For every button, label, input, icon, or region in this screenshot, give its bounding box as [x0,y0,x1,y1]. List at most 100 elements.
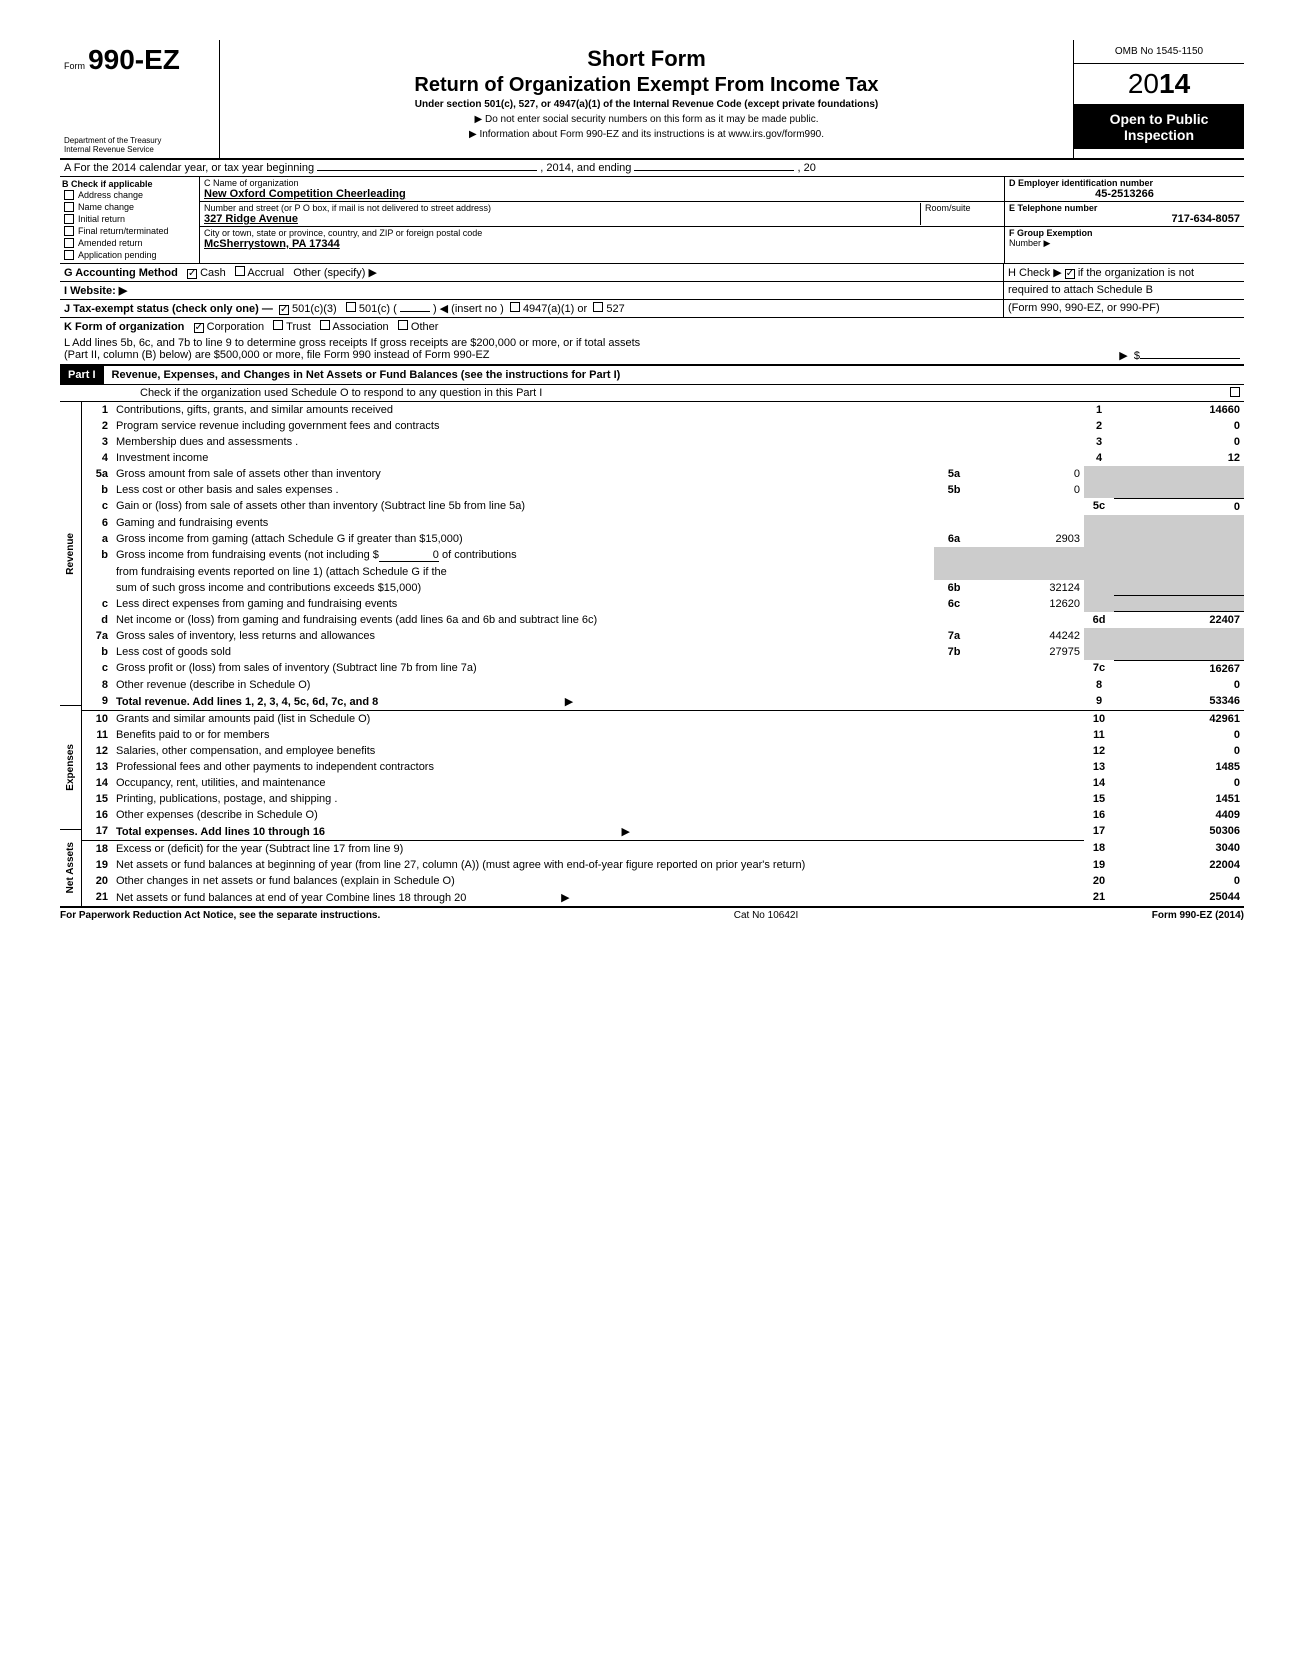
instruction-ssn: ▶ Do not enter social security numbers o… [228,114,1065,125]
check-cash[interactable] [187,269,197,279]
line-7a: 7a Gross sales of inventory, less return… [82,628,1244,644]
line-19: 19 Net assets or fund balances at beginn… [82,857,1244,873]
check-amended[interactable]: Amended return [62,237,197,249]
line-5b: b Less cost or other basis and sales exp… [82,482,1244,498]
line-12: 12 Salaries, other compensation, and emp… [82,743,1244,759]
line-6c: c Less direct expenses from gaming and f… [82,596,1244,612]
line-20: 20 Other changes in net assets or fund b… [82,873,1244,889]
line-11: 11 Benefits paid to or for members 11 0 [82,727,1244,743]
check-final-return[interactable]: Final return/terminated [62,225,197,237]
group-exemption-label: F Group Exemption [1009,228,1240,238]
ein-label: D Employer identification number [1009,178,1240,188]
line-7b: b Less cost of goods sold 7b 27975 [82,644,1244,660]
omb-number: OMB No 1545-1150 [1074,40,1244,64]
line-6b-1: b Gross income from fundraising events (… [82,547,1244,564]
form-990ez: Form 990-EZ Department of the Treasury I… [60,40,1244,921]
check-corporation[interactable] [194,323,204,333]
dept-treasury: Department of the Treasury [64,136,215,145]
line-6b-3: sum of such gross income and contributio… [82,580,1244,596]
title-short-form: Short Form [228,46,1065,72]
side-expenses: Expenses [65,744,76,791]
header-center: Short Form Return of Organization Exempt… [220,40,1074,158]
city-label: City or town, state or province, country… [204,228,1000,238]
side-labels: Revenue Expenses Net Assets [60,402,82,906]
header-left: Form 990-EZ Department of the Treasury I… [60,40,220,158]
city-value: McSherrystown, PA 17344 [204,238,1000,250]
check-501c[interactable] [346,302,356,312]
check-527[interactable] [593,302,603,312]
line-21: 21 Net assets or fund balances at end of… [82,889,1244,906]
section-b: B Check if applicable Address change Nam… [60,177,200,263]
part1-check-box[interactable] [1230,387,1240,397]
section-bcdef: B Check if applicable Address change Nam… [60,177,1244,264]
footer-catno: Cat No 10642I [734,910,799,921]
phone-label: E Telephone number [1009,203,1240,213]
section-b-header: B Check if applicable [62,179,197,189]
tax-year: 2014 [1074,64,1244,105]
check-trust[interactable] [273,320,283,330]
form-header: Form 990-EZ Department of the Treasury I… [60,40,1244,160]
org-name-label: C Name of organization [204,178,1000,188]
line-17: 17 Total expenses. Add lines 10 through … [82,823,1244,841]
check-schedule-b[interactable] [1065,269,1075,279]
check-name-change[interactable]: Name change [62,201,197,213]
main-financial-table: Revenue Expenses Net Assets 1 Contributi… [60,402,1244,906]
line-2: 2 Program service revenue including gove… [82,418,1244,434]
website-label: I Website: ▶ [64,285,127,297]
line-14: 14 Occupancy, rent, utilities, and maint… [82,775,1244,791]
row-i: I Website: ▶ required to attach Schedule… [60,282,1244,300]
subtitle: Under section 501(c), 527, or 4947(a)(1)… [228,99,1065,110]
open-to-public: Open to Public Inspection [1074,105,1244,149]
line-a: A For the 2014 calendar year, or tax yea… [60,160,1244,177]
line-8: 8 Other revenue (describe in Schedule O)… [82,677,1244,693]
line-3: 3 Membership dues and assessments . 3 0 [82,434,1244,450]
part1-title: Revenue, Expenses, and Changes in Net As… [104,366,629,384]
line-9: 9 Total revenue. Add lines 1, 2, 3, 4, 5… [82,693,1244,711]
line-7c: c Gross profit or (loss) from sales of i… [82,660,1244,677]
part1-label: Part I [60,366,104,384]
line-16: 16 Other expenses (describe in Schedule … [82,807,1244,823]
line-6: 6 Gaming and fundraising events [82,515,1244,531]
row-l: L Add lines 5b, 6c, and 7b to line 9 to … [60,335,1244,364]
line-10: 10 Grants and similar amounts paid (list… [82,710,1244,727]
line-1: 1 Contributions, gifts, grants, and simi… [82,402,1244,418]
accounting-method-label: G Accounting Method [64,267,178,279]
line-15: 15 Printing, publications, postage, and … [82,791,1244,807]
side-revenue: Revenue [65,533,76,575]
tax-exempt-label: J Tax-exempt status (check only one) — [64,303,273,315]
lines-table: 1 Contributions, gifts, grants, and simi… [82,402,1244,906]
form-of-org-label: K Form of organization [64,321,184,333]
section-h-cont2: (Form 990, 990-EZ, or 990-PF) [1004,300,1244,317]
room-label: Room/suite [925,203,1000,213]
page-footer: For Paperwork Reduction Act Notice, see … [60,906,1244,921]
row-gh: G Accounting Method Cash Accrual Other (… [60,264,1244,282]
section-h: H Check ▶ if the organization is not [1004,264,1244,281]
line-18: 18 Excess or (deficit) for the year (Sub… [82,840,1244,857]
footer-paperwork: For Paperwork Reduction Act Notice, see … [60,910,380,921]
check-4947[interactable] [510,302,520,312]
part1-header-row: Part I Revenue, Expenses, and Changes in… [60,364,1244,385]
form-number: 990-EZ [88,44,180,75]
check-association[interactable] [320,320,330,330]
dept-irs: Internal Revenue Service [64,145,215,154]
part1-check-row: Check if the organization used Schedule … [60,385,1244,402]
header-right: OMB No 1545-1150 2014 Open to Public Ins… [1074,40,1244,158]
line-4: 4 Investment income 4 12 [82,450,1244,466]
check-initial-return[interactable]: Initial return [62,213,197,225]
street-value: 327 Ridge Avenue [204,213,920,225]
check-address-change[interactable]: Address change [62,189,197,201]
section-de: D Employer identification number 45-2513… [1004,177,1244,263]
ein-value: 45-2513266 [1009,188,1240,200]
section-c: C Name of organization New Oxford Compet… [200,177,1004,263]
check-accrual[interactable] [235,266,245,276]
check-other-org[interactable] [398,320,408,330]
check-application-pending[interactable]: Application pending [62,249,197,261]
line-5c: c Gain or (loss) from sale of assets oth… [82,498,1244,515]
instruction-info: ▶ Information about Form 990-EZ and its … [228,129,1065,140]
line-6a: a Gross income from gaming (attach Sched… [82,531,1244,547]
check-501c3[interactable] [279,305,289,315]
row-k: K Form of organization Corporation Trust… [60,318,1244,335]
side-netassets: Net Assets [65,842,76,893]
group-exemption-number: Number ▶ [1009,238,1240,249]
form-prefix: Form [64,61,85,71]
